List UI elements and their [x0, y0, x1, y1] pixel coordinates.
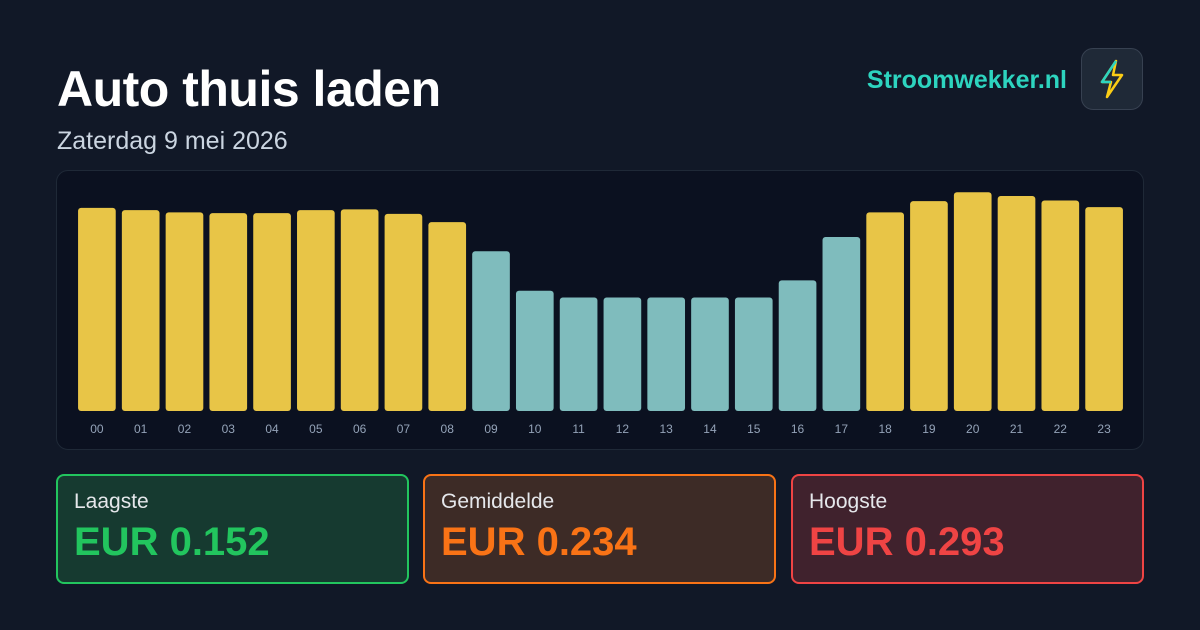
x-tick-label: 18 — [878, 422, 892, 436]
x-tick-label: 16 — [791, 422, 805, 436]
x-tick-label: 05 — [309, 422, 323, 436]
bar — [647, 297, 686, 411]
bar — [472, 251, 510, 411]
bar — [515, 290, 554, 411]
bar — [165, 212, 204, 411]
title: Auto thuis laden — [57, 61, 441, 117]
x-tick-label: 01 — [134, 422, 148, 436]
x-tick-label: 23 — [1097, 422, 1111, 436]
x-tick-label: 04 — [265, 422, 279, 436]
x-tick-label: 07 — [397, 422, 411, 436]
bar — [559, 297, 598, 411]
x-tick-label: 15 — [747, 422, 761, 436]
x-tick-label: 08 — [441, 422, 455, 436]
bar — [603, 297, 642, 411]
x-tick-label: 17 — [835, 422, 849, 436]
x-tick-label: 19 — [922, 422, 936, 436]
bolt — [1100, 59, 1124, 99]
stat-value: EUR 0.293 — [809, 520, 1005, 564]
x-tick-label: 22 — [1054, 422, 1068, 436]
stat-card: Gemiddelde EUR 0.234 — [423, 474, 776, 584]
x-tick-label: 09 — [484, 422, 498, 436]
bar — [78, 207, 116, 411]
x-tick-label: 06 — [353, 422, 367, 436]
x-tick-label: 12 — [616, 422, 630, 436]
stat-card: Hoogste EUR 0.293 — [791, 474, 1144, 584]
bar — [428, 222, 467, 411]
bar — [209, 213, 248, 411]
bar — [734, 297, 773, 411]
stat-value: EUR 0.234 — [441, 520, 637, 564]
bar — [822, 237, 861, 411]
bar — [866, 212, 904, 411]
bar — [1085, 207, 1123, 411]
x-tick-label: 11 — [572, 422, 585, 436]
bar — [691, 297, 729, 411]
x-tick-label: 20 — [966, 422, 980, 436]
bar — [297, 210, 335, 411]
x-tick-label: 00 — [90, 422, 104, 436]
bar — [997, 195, 1036, 411]
x-tick-label: 13 — [660, 422, 674, 436]
bar — [910, 201, 948, 411]
brand[interactable]: Stroomwekker.nl — [866, 66, 1067, 94]
x-tick-label: 03 — [222, 422, 236, 436]
stat-label: Gemiddelde — [441, 490, 555, 513]
bar — [778, 280, 817, 411]
x-tick-label: 10 — [528, 422, 542, 436]
x-tick-label: 21 — [1010, 422, 1024, 436]
bar — [1041, 200, 1080, 411]
subtitle: Zaterdag 9 mei 2026 — [57, 127, 288, 155]
brand-icon — [1081, 48, 1143, 110]
x-tick-label: 14 — [703, 422, 717, 436]
stat-label: Laagste — [74, 490, 149, 513]
bar — [253, 213, 291, 411]
bar — [953, 192, 992, 411]
bar — [121, 210, 160, 411]
stat-label: Hoogste — [809, 490, 888, 513]
bar — [384, 213, 423, 411]
stat-value: EUR 0.152 — [74, 520, 270, 564]
bar — [340, 209, 379, 411]
stat-card: Laagste EUR 0.152 — [56, 474, 409, 584]
x-tick-label: 02 — [178, 422, 192, 436]
